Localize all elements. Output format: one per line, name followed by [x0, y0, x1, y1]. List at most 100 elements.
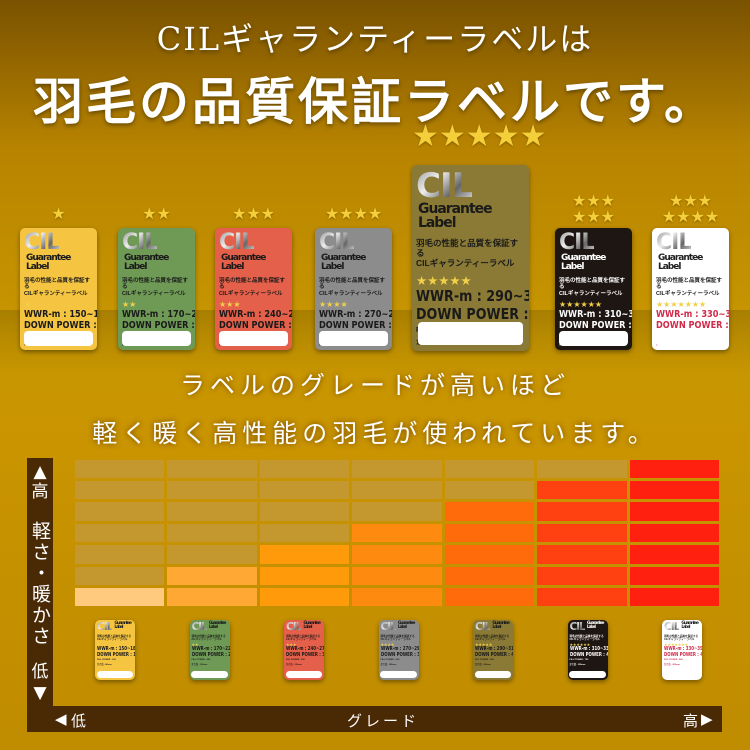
chart-cell: [537, 566, 627, 586]
logo-cil: CIL: [559, 230, 595, 255]
logo-label: Label: [418, 215, 456, 232]
label-stars-icon: ★★★★★: [475, 643, 493, 648]
wwr-value: WWR-m : 310~330: [569, 647, 608, 653]
logo-guarantee-label: Guarantee Label: [587, 621, 605, 631]
chart-cell: [444, 480, 535, 500]
tagline: 羽毛の性能と品質を保証する CILギャランティーラベル: [559, 278, 628, 297]
wwr-value: WWR-m : 150~180: [24, 308, 97, 320]
tagline-1: 羽毛の性能と品質を保証する: [191, 634, 226, 638]
tagline-2: CILギャランティーラベル: [319, 290, 383, 297]
chart-cell: [537, 588, 627, 607]
tagline-1: 羽毛の性能と品質を保証する: [380, 634, 415, 638]
tagline-2: CILギャランティーラベル: [191, 637, 222, 641]
stars-text: ★★★: [231, 204, 276, 223]
cil-logo: CIL Guarantee Label: [475, 621, 511, 633]
logo-label: Label: [397, 625, 407, 631]
cil-logo: CIL Guarantee Label: [286, 621, 322, 633]
chart-cell: [537, 459, 627, 478]
tagline-2: CILギャランティーラベル: [569, 637, 600, 641]
tagline: 羽毛の性能と品質を保証する CILギャランティーラベル: [97, 635, 133, 641]
loft-value: かさ高 : 180mm: [569, 664, 586, 666]
label-stars-icon: ★★★★★: [416, 274, 472, 289]
loft-value: かさ高 : 100mm: [191, 664, 208, 666]
label-note-box: [663, 670, 701, 679]
loft-value: かさ高 : 145mm: [380, 664, 397, 666]
chart-cell: [352, 545, 442, 564]
chart-cell: [167, 545, 257, 564]
x-axis-low: 低: [71, 712, 87, 730]
label-note-box: [656, 331, 725, 346]
grade-stars-icon: ★★★: [215, 206, 292, 222]
chart-cell: [537, 480, 627, 500]
cil-logo: CIL Guarantee Label: [559, 232, 628, 276]
down-power-value: DOWN POWER : 350: [380, 652, 419, 658]
loft-value: かさ高 : 120mm: [286, 664, 302, 666]
chart-cell: [537, 502, 627, 521]
down-power-value: DOWN POWER : 190: [24, 320, 97, 332]
guarantee-label-grade-6: CIL Guarantee Label 羽毛の性能と品質を保証する CILギャランティー…: [567, 620, 608, 680]
tagline-1: 羽毛の性能と品質を保証する: [475, 634, 510, 638]
tagline-2: CILギャランティーラベル: [664, 637, 695, 641]
wwr-value: WWR-m : 270~290: [319, 308, 392, 320]
chart-cell: [629, 502, 720, 521]
label-note-box: [191, 670, 228, 679]
chart-cell: [259, 480, 350, 500]
tagline: 羽毛の性能と品質を保証する CILギャランティーラベル: [319, 278, 388, 297]
tagline-1: 羽毛の性能と品質を保証する: [97, 634, 132, 638]
guarantee-label-grade-3: CIL Guarantee Label 羽毛の性能と品質を保証する CILギャランティー…: [215, 228, 292, 350]
chart-cell: [352, 502, 442, 521]
logo-cil: CIL: [191, 621, 208, 633]
tagline: 羽毛の性能と品質を保証する CILギャランティーラベル: [219, 278, 288, 297]
loft-value: かさ高 : 80mm: [97, 664, 112, 666]
cil-logo: CIL Guarantee Label: [570, 621, 606, 633]
chart-cell: [537, 545, 627, 564]
label-note-box: [319, 331, 388, 346]
grade-stars-icon: ★★: [118, 206, 195, 222]
chart-cell: [444, 588, 535, 607]
label-stars-icon: ★★★★★★★: [664, 643, 689, 648]
chart-cell: [167, 523, 257, 543]
tagline-1: 羽毛の性能と品質を保証する: [286, 634, 321, 638]
logo-label: Label: [321, 262, 344, 272]
logo-guarantee-label: Guarantee Label: [397, 621, 416, 631]
logo-guarantee: Guarantee: [658, 253, 703, 263]
down-power-value: DOWN POWER : 440: [569, 652, 608, 658]
wwr-value: WWR-m : 170~220: [122, 308, 195, 320]
fill-power-value: FILL POWER : 320: [97, 659, 116, 662]
label-note-box: [474, 670, 512, 679]
guarantee-label-grade-5: CIL Guarantee Label 羽毛の性能と品質を保証する CILギャランティー…: [473, 620, 513, 680]
guarantee-label-grade-3: CIL Guarantee Label 羽毛の性能と品質を保証する CILギャランティー…: [284, 620, 324, 680]
grade-stars-icon: ★★★ ★★★: [555, 193, 632, 225]
tagline-2: CILギャランティーラベル: [380, 637, 411, 641]
chart-cell: [74, 566, 165, 586]
chart-cell: [629, 566, 720, 586]
down-power-value: DOWN POWER : 440: [559, 320, 632, 332]
logo-guarantee-label: Guarantee Label: [418, 202, 493, 232]
logo-guarantee-label: Guarantee Label: [303, 621, 321, 631]
cil-logo: CIL Guarantee Label: [97, 621, 133, 633]
label-stars-icon: ★★★★★★: [569, 643, 591, 648]
logo-cil: CIL: [286, 621, 302, 633]
logo-guarantee: Guarantee: [26, 253, 71, 263]
cil-logo: CIL Guarantee Label: [319, 232, 388, 276]
guarantee-label-grade-6: CIL Guarantee Label 羽毛の性能と品質を保証する CILギャランティー…: [555, 228, 632, 350]
logo-label: Label: [124, 262, 147, 272]
logo-cil: CIL: [664, 621, 680, 633]
logo-cil: CIL: [122, 230, 158, 255]
logo-label: Label: [114, 625, 123, 631]
title-line-2: 羽毛の品質保証ラベルです。: [33, 72, 717, 131]
arrow-down-icon: ▼: [33, 682, 47, 703]
guarantee-label-grade-1: CIL Guarantee Label 羽毛の性能と品質を保証する CILギャランティー…: [95, 620, 135, 680]
logo-guarantee-label: Guarantee Label: [561, 254, 606, 272]
label-note-box: [569, 670, 606, 679]
chart-cell: [444, 523, 535, 543]
chart-cell: [259, 523, 350, 543]
label-note-box: [380, 670, 417, 679]
tagline: 羽毛の性能と品質を保証する CILギャランティーラベル: [122, 278, 191, 297]
tagline: 羽毛の性能と品質を保証する CILギャランティーラベル: [286, 635, 322, 641]
label-note-box: [285, 670, 323, 679]
guarantee-label-grade-7: CIL Guarantee Label 羽毛の性能と品質を保証する CILギャランティー…: [652, 228, 729, 350]
cil-logo: CIL Guarantee Label: [656, 232, 725, 276]
wwr-value: WWR-m : 290~310: [416, 287, 529, 306]
guarantee-label-grade-5: CIL Guarantee Label 羽毛の性能と品質を保証する CILギャランティー…: [412, 165, 529, 351]
